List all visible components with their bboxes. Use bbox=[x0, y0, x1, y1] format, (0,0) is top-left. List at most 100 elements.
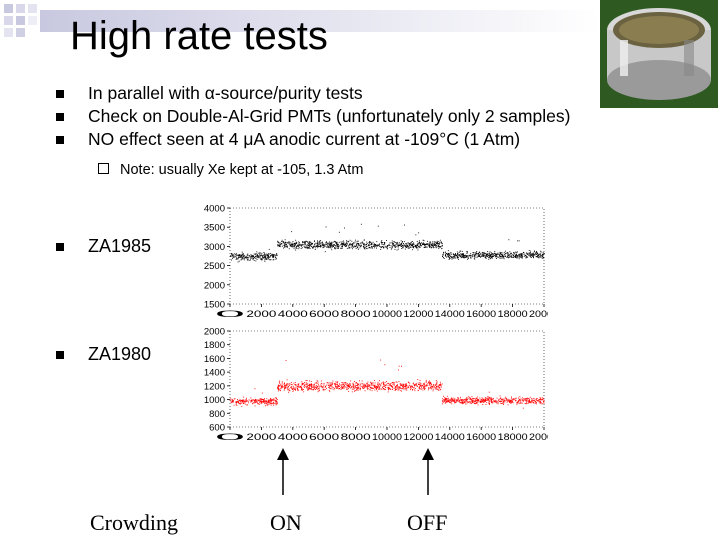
data-point bbox=[236, 401, 237, 403]
data-point bbox=[387, 383, 389, 385]
data-point bbox=[459, 401, 461, 403]
data-point bbox=[377, 383, 379, 385]
data-point bbox=[316, 386, 318, 387]
data-point bbox=[428, 384, 430, 386]
data-point bbox=[420, 243, 421, 244]
data-point bbox=[235, 401, 237, 403]
data-point bbox=[297, 383, 299, 385]
data-point bbox=[438, 242, 439, 244]
data-point bbox=[275, 255, 276, 257]
data-point bbox=[480, 253, 482, 255]
data-point bbox=[344, 245, 346, 247]
data-point bbox=[531, 398, 533, 399]
data-point bbox=[483, 255, 484, 256]
data-point bbox=[541, 403, 543, 405]
data-point bbox=[337, 247, 339, 249]
square-bullet-icon bbox=[56, 351, 64, 359]
data-point bbox=[402, 388, 404, 389]
data-point bbox=[347, 383, 348, 385]
data-point bbox=[294, 388, 295, 390]
data-point bbox=[367, 384, 369, 386]
data-point bbox=[362, 387, 364, 389]
data-point bbox=[541, 397, 543, 399]
data-point bbox=[276, 253, 278, 254]
data-point bbox=[307, 383, 309, 385]
data-point bbox=[255, 257, 257, 259]
data-point bbox=[417, 389, 419, 391]
data-point bbox=[436, 381, 438, 383]
data-point bbox=[316, 382, 318, 384]
data-point bbox=[510, 401, 512, 403]
data-point bbox=[287, 384, 289, 386]
data-point bbox=[505, 250, 506, 252]
data-point bbox=[469, 402, 471, 404]
data-point bbox=[248, 255, 250, 256]
data-point bbox=[293, 382, 295, 384]
data-point bbox=[410, 245, 412, 246]
data-point bbox=[254, 257, 255, 258]
data-point bbox=[232, 401, 234, 403]
data-point bbox=[541, 398, 543, 400]
data-point bbox=[485, 397, 487, 399]
data-point bbox=[387, 387, 389, 389]
data-point bbox=[513, 253, 515, 255]
data-point bbox=[532, 252, 534, 254]
data-point bbox=[268, 256, 270, 258]
data-point bbox=[255, 401, 257, 403]
data-point bbox=[271, 255, 273, 257]
data-point bbox=[519, 255, 521, 257]
data-point bbox=[242, 403, 244, 404]
data-point bbox=[361, 242, 363, 244]
data-point bbox=[352, 388, 354, 390]
data-point bbox=[298, 245, 300, 246]
data-point bbox=[306, 380, 308, 381]
data-point bbox=[413, 385, 415, 386]
data-point bbox=[370, 381, 372, 383]
data-point bbox=[256, 258, 258, 260]
data-point bbox=[312, 386, 313, 388]
data-point bbox=[488, 256, 490, 258]
data-point bbox=[402, 385, 404, 387]
data-point bbox=[394, 390, 396, 391]
data-point bbox=[266, 400, 267, 402]
data-point bbox=[511, 398, 513, 400]
data-point bbox=[399, 387, 400, 388]
data-point bbox=[536, 403, 537, 405]
y-tick-label: 2000 bbox=[204, 280, 225, 291]
data-point bbox=[318, 388, 320, 390]
data-point bbox=[249, 260, 251, 261]
data-point bbox=[239, 255, 241, 257]
data-point bbox=[307, 247, 308, 249]
data-point bbox=[482, 399, 484, 401]
data-point bbox=[316, 386, 318, 388]
data-point bbox=[525, 255, 527, 256]
data-point bbox=[286, 379, 288, 381]
data-point bbox=[367, 381, 369, 383]
data-point bbox=[337, 383, 338, 385]
data-point bbox=[253, 260, 255, 261]
data-point bbox=[395, 387, 396, 389]
data-point bbox=[295, 387, 296, 389]
data-point bbox=[405, 385, 407, 386]
data-point bbox=[311, 384, 313, 386]
data-point bbox=[315, 388, 317, 390]
data-point bbox=[419, 242, 421, 244]
data-point bbox=[331, 242, 333, 244]
data-point bbox=[425, 381, 427, 382]
data-point bbox=[438, 389, 440, 391]
data-point bbox=[267, 403, 269, 405]
data-point bbox=[271, 253, 273, 255]
data-point bbox=[343, 387, 345, 389]
data-point bbox=[514, 253, 516, 255]
data-point bbox=[539, 254, 541, 256]
data-point bbox=[352, 387, 354, 389]
data-point bbox=[239, 400, 241, 401]
data-point bbox=[395, 243, 397, 245]
data-point bbox=[500, 256, 502, 258]
data-point bbox=[405, 243, 407, 245]
data-point bbox=[493, 253, 495, 255]
x-tick-label: 14000 bbox=[435, 309, 465, 318]
data-point bbox=[424, 385, 426, 387]
data-point bbox=[527, 252, 529, 254]
data-point bbox=[403, 241, 405, 243]
